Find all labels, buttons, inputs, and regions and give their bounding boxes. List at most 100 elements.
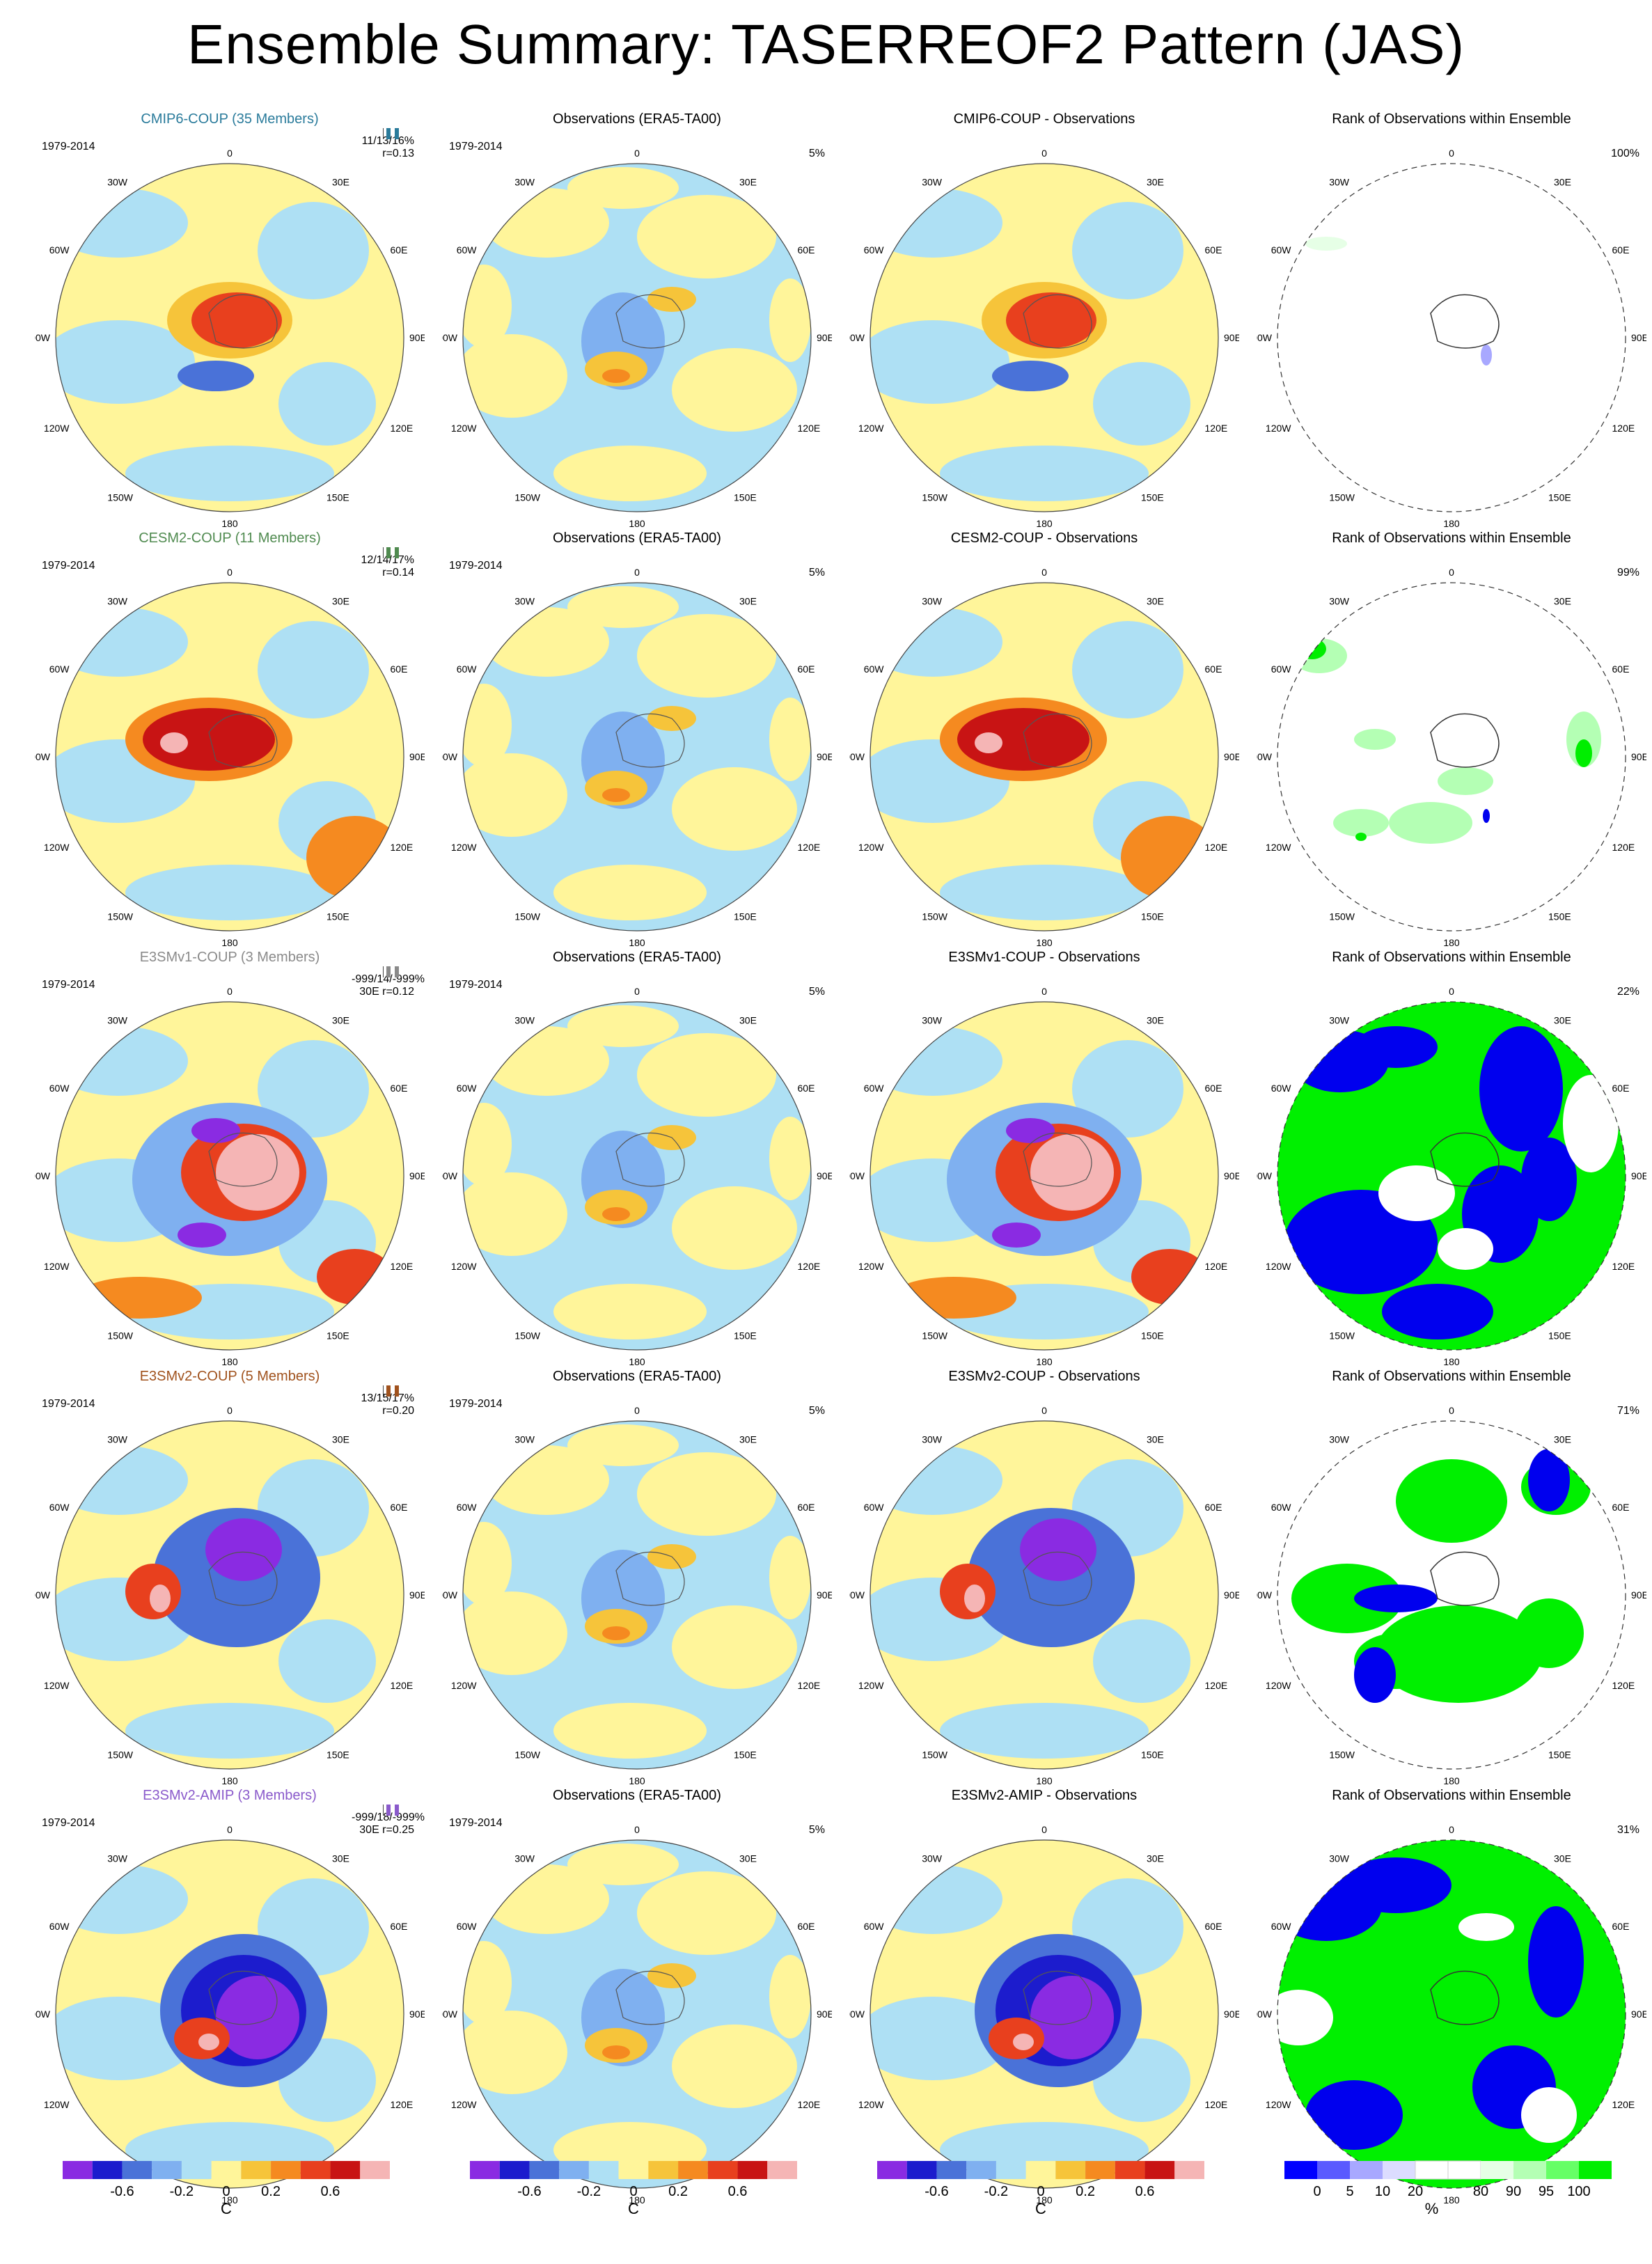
lon-label-l90: 90W xyxy=(442,332,458,343)
rank-panel: 018030W30E60W60E90W90E120W120E150W150ERa… xyxy=(1257,1788,1646,2206)
colorbar-tick-label: 20 xyxy=(1408,2184,1423,2199)
map-field xyxy=(56,1421,404,1769)
lon-label-r120: 120E xyxy=(391,423,414,434)
lon-label-tl30: 30W xyxy=(1329,1853,1350,1864)
lon-label-tl30: 30W xyxy=(107,1434,128,1445)
lon-label-r60: 60E xyxy=(391,663,408,675)
lon-label-tr30: 30E xyxy=(1147,1015,1164,1026)
lon-label-r90: 90E xyxy=(1224,332,1239,343)
lon-label-l60: 60W xyxy=(49,244,70,256)
polar-map: 0 180 30W 30E 60W 60E 90W 90E 120W 120E 150W 150E xyxy=(442,567,832,948)
colorbar-swatch xyxy=(1025,2161,1056,2179)
map-field xyxy=(870,1840,1218,2188)
lon-label-r90: 90E xyxy=(817,2008,832,2020)
panel-title: Observations (ERA5-TA00) xyxy=(553,950,721,965)
lon-label-top: 0 xyxy=(1041,567,1047,578)
lon-label-l90: 90W xyxy=(849,2008,865,2020)
lon-label-l60: 60W xyxy=(864,1083,885,1094)
ensemble-spread-glyph xyxy=(383,1385,411,1397)
stats-correlation: 30E r=0.12 xyxy=(359,986,414,998)
lon-label-l150: 150W xyxy=(107,1750,133,1761)
lon-label-top: 0 xyxy=(227,148,233,159)
ensemble-spread-glyph xyxy=(383,547,411,558)
lon-label-r90: 90E xyxy=(1224,1170,1239,1181)
lon-label-top: 0 xyxy=(1041,1405,1047,1416)
rank-panel: 018030W30E60W60E90W90E120W120E150W150ERa… xyxy=(1257,111,1646,529)
lon-label-top: 0 xyxy=(227,986,233,997)
lon-label-r60: 60E xyxy=(1612,663,1630,675)
lon-label-l150: 150W xyxy=(514,1750,540,1761)
lon-label-l150: 150W xyxy=(922,1750,947,1761)
lon-label-l90: 90W xyxy=(849,1589,865,1601)
colorbar-svg: 0 5 10 20 80 90 95 100% xyxy=(1284,2160,1612,2217)
colorbar-tick-label: 0 xyxy=(1037,2184,1044,2199)
lon-label-r90: 90E xyxy=(409,1170,425,1181)
panel-title: Rank of Observations within Ensemble xyxy=(1332,1369,1571,1384)
lon-label-bottom: 180 xyxy=(1036,2194,1053,2206)
rank-percent-label: 100% xyxy=(1611,148,1639,159)
colorbar-tick-label: 0.6 xyxy=(1135,2184,1155,2199)
colorbar-swatch xyxy=(996,2161,1026,2179)
lon-label-l90: 90W xyxy=(35,1170,51,1181)
panel-title: Rank of Observations within Ensemble xyxy=(1332,530,1571,546)
panel-title: Observations (ERA5-TA00) xyxy=(553,111,721,127)
lon-label-tr30: 30E xyxy=(739,177,757,188)
colorbar-swatch xyxy=(1350,2161,1383,2179)
colorbar-svg: -0.6 -0.2 0 0.2 0.6 C xyxy=(470,2161,797,2217)
lon-label-l90: 90W xyxy=(1257,2008,1273,2020)
lon-label-r90: 90E xyxy=(409,1589,425,1601)
lon-label-r60: 60E xyxy=(391,1502,408,1513)
lon-label-l120: 120W xyxy=(858,423,884,434)
lon-label-r150: 150E xyxy=(734,1750,757,1761)
lon-label-r150: 150E xyxy=(1141,1330,1164,1342)
lon-label-l90: 90W xyxy=(849,332,865,343)
colorbar-tick-label: 0 xyxy=(629,2184,637,2199)
lon-label-l60: 60W xyxy=(864,663,885,675)
colorbar-swatch xyxy=(1174,2161,1204,2179)
lon-label-top: 0 xyxy=(634,986,640,997)
lon-label-r90: 90E xyxy=(1631,1589,1646,1601)
stats-correlation: 30E r=0.25 xyxy=(359,1824,414,1836)
rank-percent-label: 99% xyxy=(1616,567,1639,579)
colorbar-swatch xyxy=(1115,2161,1145,2179)
obs-panel: 018030W30E60W60E90W90E120W120E150W150EOb… xyxy=(442,111,832,529)
lon-label-tr30: 30E xyxy=(332,1015,349,1026)
rank-panel: 018030W30E60W60E90W90E120W120E150W150ERa… xyxy=(1257,950,1646,1367)
colorbar-swatch xyxy=(737,2161,768,2179)
lon-label-l120: 120W xyxy=(858,2099,884,2110)
colorbar-swatch xyxy=(767,2161,797,2179)
lon-label-r150: 150E xyxy=(1141,911,1164,922)
lon-label-l90: 90W xyxy=(442,2008,458,2020)
colorbar-swatch xyxy=(1579,2161,1612,2179)
lon-label-r150: 150E xyxy=(1548,911,1571,922)
colorbar-swatch xyxy=(1284,2161,1317,2179)
colorbar-tick-label: 10 xyxy=(1375,2184,1390,2199)
colorbar-swatch xyxy=(966,2161,996,2179)
lon-label-bottom: 180 xyxy=(1036,1356,1053,1367)
lon-label-top: 0 xyxy=(634,567,640,578)
rank-panel: 018030W30E60W60E90W90E120W120E150W150ERa… xyxy=(1257,1369,1646,1786)
lon-label-r120: 120E xyxy=(1612,2099,1635,2110)
polar-map: 0 180 30W 30E 60W 60E 90W 90E 120W 120E 150W 150E xyxy=(35,986,425,1367)
lon-label-l60: 60W xyxy=(864,1921,885,1932)
lon-label-bottom: 180 xyxy=(1443,2194,1460,2206)
lon-label-tr30: 30E xyxy=(1554,596,1571,607)
lon-label-tl30: 30W xyxy=(514,1015,535,1026)
lon-label-l120: 120W xyxy=(451,842,477,853)
lon-label-tl30: 30W xyxy=(107,1853,128,1864)
lon-label-l90: 90W xyxy=(35,751,51,762)
polar-map: 0 180 30W 30E 60W 60E 90W 90E 120W 120E 150W 150E xyxy=(849,148,1239,529)
map-field xyxy=(1277,1002,1626,1350)
obs-panel: 018030W30E60W60E90W90E120W120E150W150EOb… xyxy=(442,1788,832,2206)
panel-title: E3SMv2-COUP - Observations xyxy=(948,1369,1140,1384)
rank-colorbar: 0 5 10 20 80 90 95 100% xyxy=(1271,2153,1652,2257)
lon-label-l90: 90W xyxy=(35,332,51,343)
colorbar-tick-label: 0 xyxy=(1313,2184,1321,2199)
ensemble-spread-glyph xyxy=(383,1805,411,1816)
diff-panel: 0 180 30W 30E 60W 60E 90W 90E 120W 120E 150W 150E E3… xyxy=(849,1369,1239,1786)
lon-label-top: 0 xyxy=(1449,1405,1454,1416)
map-field xyxy=(1277,1840,1626,2188)
lon-label-r120: 120E xyxy=(1612,423,1635,434)
lon-label-tr30: 30E xyxy=(1147,177,1164,188)
lon-label-r90: 90E xyxy=(1224,2008,1239,2020)
